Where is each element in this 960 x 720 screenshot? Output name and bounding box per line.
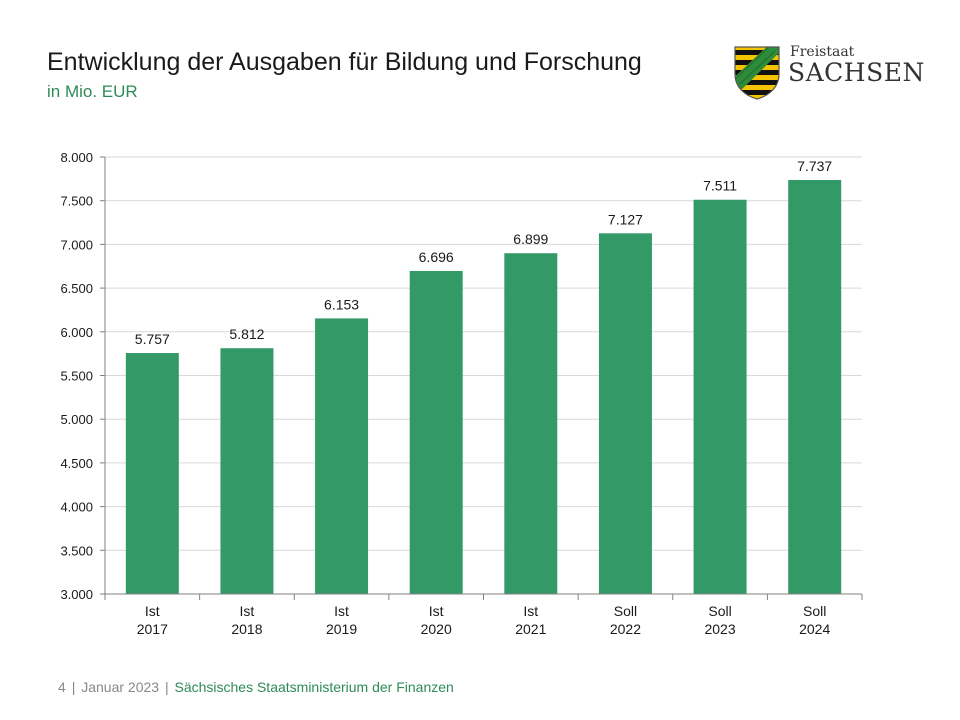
page-number: 4 [58,679,66,695]
x-tick-label: Soll [708,603,731,619]
footer-separator: | [164,679,173,695]
x-tick-label: Ist [334,603,349,619]
x-tick-label: 2020 [421,621,452,637]
bar [409,270,463,594]
bar-value-label: 6.899 [513,231,548,247]
bar-value-label: 6.153 [324,296,359,312]
x-tick-label: 2019 [326,621,357,637]
x-tick-label: Ist [240,603,255,619]
saxony-coat-of-arms-icon [734,46,780,100]
logo-line-1: Freistaat [790,44,855,60]
y-tick-label: 8.000 [60,150,93,165]
bar-layer [125,179,842,595]
grid-layer [105,156,862,551]
x-tick-label: Soll [803,603,826,619]
x-tick-label: 2018 [231,621,262,637]
bar [598,233,652,594]
bar [693,199,747,595]
bar-value-label: 6.696 [419,249,454,265]
footer-date: Januar 2023 [81,679,160,695]
x-tick-label: Ist [523,603,538,619]
bar [125,353,179,594]
y-tick-label: 3.500 [60,543,93,558]
x-tick-label: 2017 [137,621,168,637]
y-tick-label: 4.000 [60,500,93,515]
bar-value-label: 7.127 [608,211,643,227]
y-tick-label: 5.500 [60,369,93,384]
x-tick-label: 2024 [799,621,830,637]
x-tick-label: Ist [429,603,444,619]
x-tick-label: Soll [614,603,637,619]
bar-value-label: 7.511 [703,178,737,194]
bar-value-label: 7.737 [797,158,832,174]
y-tick-label: 7.000 [60,237,93,252]
y-tick-label: 5.000 [60,412,93,427]
chart-subtitle: in Mio. EUR [47,82,138,101]
bar [788,179,842,594]
bar [315,318,369,594]
x-tick-label: 2023 [704,621,735,637]
y-tick-label: 7.500 [60,194,93,209]
bar [220,348,274,594]
footer: 4 | Januar 2023 | Sächsisches Staatsmini… [58,679,454,695]
logo-line-2: SACHSEN [788,58,925,87]
y-tick-label: 3.000 [60,587,93,602]
x-tick-label: Ist [145,603,160,619]
chart-title: Entwicklung der Ausgaben für Bildung und… [47,48,642,76]
label-layer: 3.000 3.500 4.000 4.500 5.000 5.500 6.000 6.500… [60,150,832,637]
axis-layer [100,156,863,600]
bar [504,253,558,594]
footer-ministry: Sächsisches Staatsministerium der Finanz… [174,679,454,695]
bar-value-label: 5.757 [135,331,170,347]
bar-value-label: 5.812 [229,326,264,342]
footer-separator: | [71,679,80,695]
y-tick-label: 6.000 [60,325,93,340]
y-tick-label: 6.500 [60,281,93,296]
y-tick-label: 4.500 [60,456,93,471]
x-tick-label: 2021 [515,621,546,637]
freistaat-sachsen-logo: Freistaat SACHSEN [732,44,925,104]
x-tick-label: 2022 [610,621,641,637]
